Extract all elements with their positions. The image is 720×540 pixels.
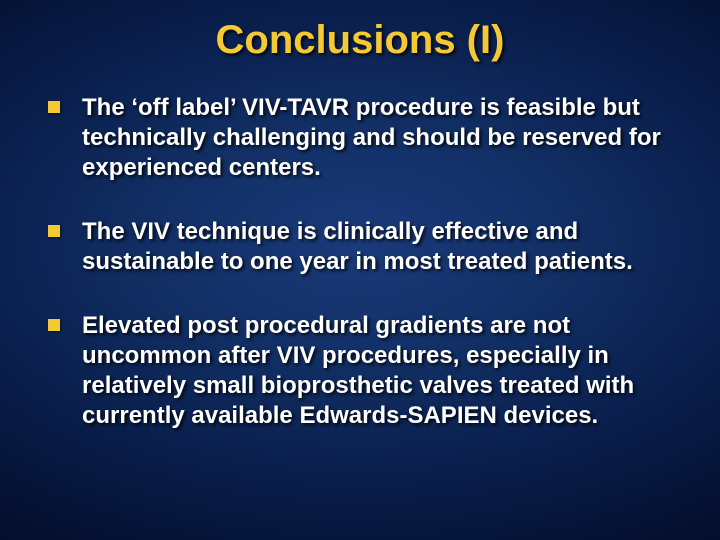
bullet-icon (48, 319, 60, 331)
list-item: Elevated post procedural gradients are n… (48, 311, 662, 431)
bullet-text: Elevated post procedural gradients are n… (82, 311, 662, 431)
list-item: The VIV technique is clinically effectiv… (48, 217, 662, 277)
bullet-text: The ‘off label’ VIV-TAVR procedure is fe… (82, 93, 662, 183)
bullet-list: The ‘off label’ VIV-TAVR procedure is fe… (0, 93, 720, 431)
slide-title: Conclusions (I) (0, 18, 720, 63)
bullet-icon (48, 225, 60, 237)
list-item: The ‘off label’ VIV-TAVR procedure is fe… (48, 93, 662, 183)
slide: Conclusions (I) The ‘off label’ VIV-TAVR… (0, 0, 720, 540)
bullet-icon (48, 101, 60, 113)
bullet-text: The VIV technique is clinically effectiv… (82, 217, 662, 277)
